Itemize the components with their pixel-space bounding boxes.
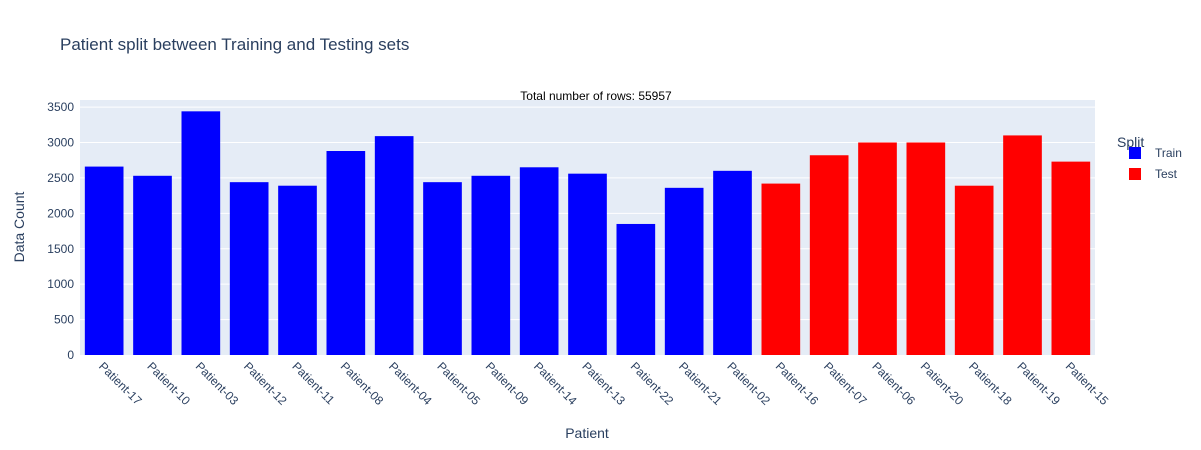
- bar-patient-06[interactable]: [858, 142, 897, 356]
- x-tick-label: Patient-15: [1063, 359, 1112, 408]
- x-tick-label: Patient-09: [483, 359, 532, 408]
- bar-patient-09[interactable]: [471, 175, 511, 355]
- bar-patient-20[interactable]: [906, 142, 946, 356]
- legend-label-train: Train: [1155, 146, 1182, 160]
- y-axis-ticks: 0 500 1000 1500 2000 2500 3000 3500: [47, 100, 74, 362]
- bar-patient-15[interactable]: [1051, 161, 1091, 355]
- bar-patient-14[interactable]: [519, 167, 559, 355]
- bars: [84, 111, 1091, 356]
- y-tick-label: 0: [67, 348, 74, 362]
- legend-swatch-train: [1129, 147, 1141, 159]
- x-tick-label: Patient-07: [821, 359, 870, 408]
- bar-patient-04[interactable]: [374, 136, 414, 355]
- x-tick-label: Patient-22: [628, 359, 677, 408]
- bar-patient-07[interactable]: [809, 155, 849, 355]
- bar-patient-22[interactable]: [616, 223, 656, 355]
- x-tick-label: Patient-03: [193, 359, 242, 408]
- bar-patient-18[interactable]: [954, 185, 994, 355]
- bar-patient-10[interactable]: [133, 175, 172, 355]
- x-tick-label: Patient-08: [338, 359, 387, 408]
- x-axis-ticks: Patient-17 Patient-10 Patient-03 Patient-12…: [96, 359, 1111, 408]
- x-tick-label: Patient-21: [676, 359, 725, 408]
- bar-patient-17[interactable]: [84, 166, 124, 355]
- legend-label-test: Test: [1155, 167, 1178, 181]
- legend-swatch-test: [1129, 168, 1141, 180]
- bar-patient-02[interactable]: [713, 170, 752, 355]
- y-tick-label: 3000: [47, 136, 74, 150]
- legend-title: Split: [1117, 134, 1144, 150]
- y-tick-label: 1000: [47, 277, 74, 291]
- total-rows-annotation: Total number of rows: 55957: [520, 89, 672, 103]
- x-tick-label: Patient-18: [966, 359, 1015, 408]
- y-tick-label: 3500: [47, 100, 74, 114]
- x-tick-label: Patient-20: [918, 359, 967, 408]
- bar-patient-05[interactable]: [423, 182, 462, 355]
- bar-patient-11[interactable]: [278, 185, 317, 355]
- y-tick-label: 500: [54, 313, 74, 327]
- x-tick-label: Patient-12: [241, 359, 290, 408]
- x-tick-label: Patient-17: [96, 359, 145, 408]
- bar-patient-19[interactable]: [1003, 135, 1042, 355]
- x-tick-label: Patient-06: [869, 359, 918, 408]
- y-tick-label: 1500: [47, 242, 74, 256]
- legend: Split Train Test: [1117, 134, 1182, 181]
- chart-title: Patient split between Training and Testi…: [60, 35, 409, 54]
- x-tick-label: Patient-16: [773, 359, 822, 408]
- y-axis-title: Data Count: [11, 191, 27, 262]
- x-tick-label: Patient-14: [531, 359, 580, 408]
- x-tick-label: Patient-11: [289, 359, 337, 407]
- x-axis-title: Patient: [565, 425, 609, 441]
- bar-patient-03[interactable]: [181, 111, 221, 355]
- y-tick-label: 2000: [47, 206, 74, 220]
- x-tick-label: Patient-10: [144, 359, 193, 408]
- bar-patient-13[interactable]: [568, 173, 607, 355]
- bar-patient-12[interactable]: [229, 182, 269, 355]
- bar-patient-16[interactable]: [761, 183, 801, 355]
- x-tick-label: Patient-19: [1014, 359, 1063, 408]
- x-tick-label: Patient-04: [386, 359, 435, 408]
- bar-patient-21[interactable]: [664, 187, 704, 355]
- x-tick-label: Patient-02: [724, 359, 773, 408]
- bar-patient-08[interactable]: [326, 151, 366, 355]
- y-tick-label: 2500: [47, 171, 74, 185]
- x-tick-label: Patient-05: [434, 359, 483, 408]
- x-tick-label: Patient-13: [579, 359, 628, 408]
